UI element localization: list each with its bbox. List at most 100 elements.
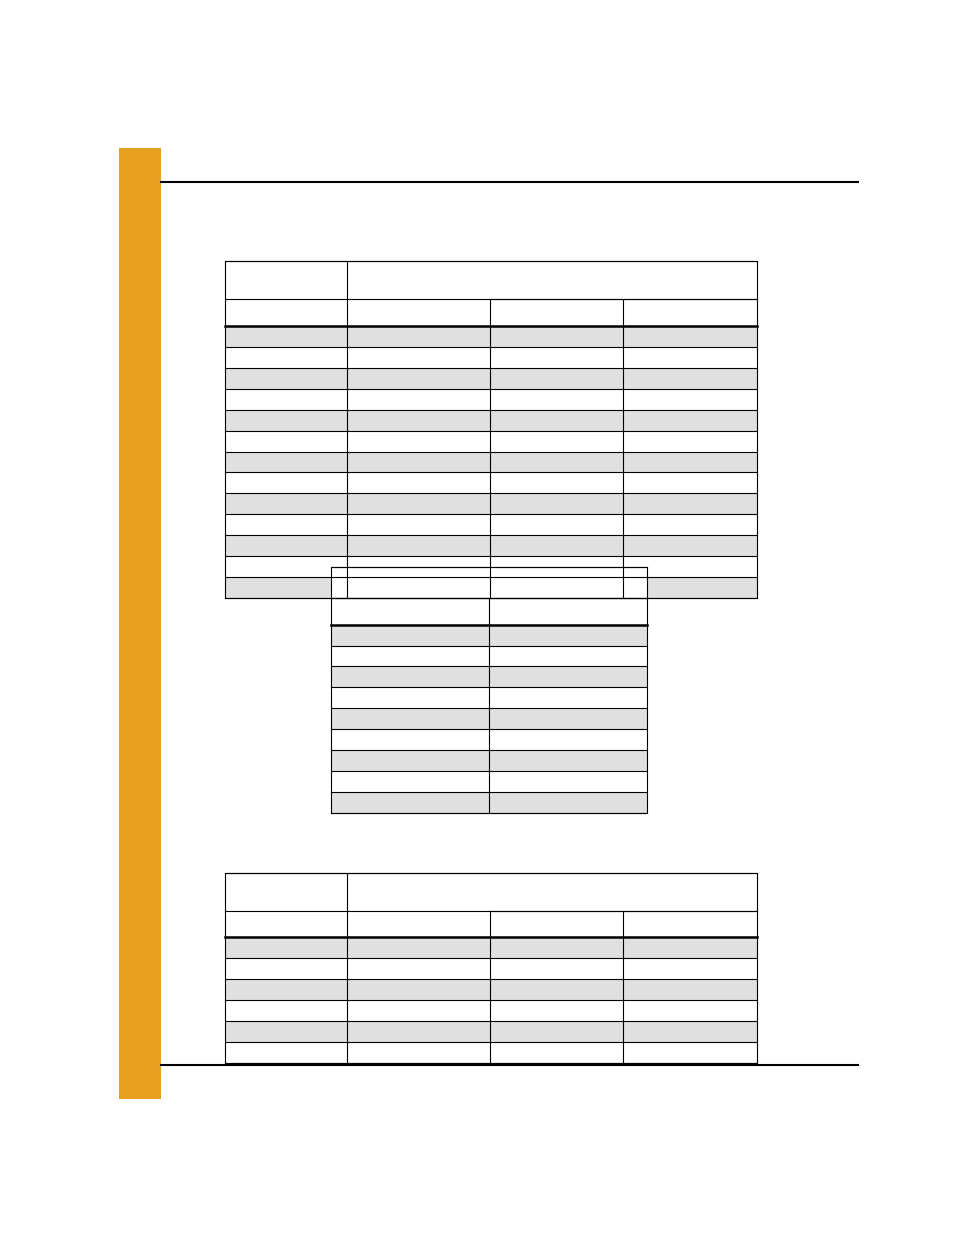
Bar xyxy=(347,347,490,368)
Bar xyxy=(623,577,756,598)
Bar xyxy=(347,1000,490,1021)
Bar xyxy=(225,535,347,556)
Bar xyxy=(225,979,347,1000)
Bar xyxy=(225,556,347,577)
Bar xyxy=(490,347,623,368)
Bar xyxy=(347,958,490,979)
Bar xyxy=(623,494,756,514)
Bar xyxy=(488,625,646,646)
Bar xyxy=(331,729,488,750)
Bar xyxy=(225,299,347,326)
Bar xyxy=(347,873,490,911)
Bar xyxy=(490,389,623,410)
Bar xyxy=(490,1042,623,1063)
Bar xyxy=(623,1021,756,1042)
Bar xyxy=(488,729,646,750)
Bar xyxy=(490,911,623,937)
Bar xyxy=(347,577,490,598)
Bar xyxy=(225,347,347,368)
Bar xyxy=(225,514,347,535)
Bar xyxy=(225,873,756,1063)
Bar xyxy=(225,473,347,494)
Bar xyxy=(225,1042,347,1063)
Bar xyxy=(623,431,756,452)
Bar xyxy=(347,299,490,326)
Bar xyxy=(347,431,490,452)
Bar xyxy=(331,598,488,625)
Bar xyxy=(331,771,488,792)
Bar xyxy=(490,431,623,452)
Bar xyxy=(347,452,490,473)
Bar xyxy=(623,473,756,494)
Bar xyxy=(347,410,490,431)
Bar xyxy=(225,1000,347,1021)
Bar xyxy=(347,494,490,514)
Bar xyxy=(225,452,347,473)
Bar xyxy=(490,1021,623,1042)
Bar xyxy=(490,326,623,347)
Bar xyxy=(347,1021,490,1042)
Bar xyxy=(331,625,488,646)
Bar xyxy=(623,326,756,347)
Bar xyxy=(490,937,623,958)
Bar xyxy=(225,410,347,431)
Bar xyxy=(347,473,490,494)
Bar xyxy=(488,709,646,729)
Bar xyxy=(331,792,488,813)
Bar xyxy=(347,262,490,299)
Bar xyxy=(347,389,490,410)
Bar xyxy=(347,911,490,937)
Bar xyxy=(490,873,756,911)
Bar xyxy=(347,368,490,389)
Bar xyxy=(490,473,623,494)
Bar xyxy=(347,535,490,556)
Bar xyxy=(623,958,756,979)
Bar xyxy=(331,667,488,688)
Bar xyxy=(488,688,646,709)
Bar xyxy=(225,937,347,958)
Bar xyxy=(623,299,756,326)
Bar xyxy=(225,494,347,514)
Bar xyxy=(225,958,347,979)
Bar xyxy=(623,911,756,937)
Bar xyxy=(225,368,347,389)
Bar xyxy=(488,646,646,667)
Bar xyxy=(225,431,347,452)
Bar xyxy=(225,262,756,598)
Bar xyxy=(623,937,756,958)
Bar xyxy=(490,368,623,389)
Bar xyxy=(225,873,347,911)
Bar xyxy=(490,535,623,556)
Bar xyxy=(490,494,623,514)
Bar xyxy=(488,771,646,792)
Bar xyxy=(490,410,623,431)
Bar xyxy=(623,1042,756,1063)
Bar xyxy=(623,368,756,389)
Bar xyxy=(347,326,490,347)
Bar xyxy=(623,979,756,1000)
Bar xyxy=(490,262,756,299)
Bar xyxy=(490,299,623,326)
Bar xyxy=(623,347,756,368)
Bar xyxy=(225,262,347,299)
Bar xyxy=(490,958,623,979)
Bar xyxy=(225,326,347,347)
Bar xyxy=(490,556,623,577)
Bar xyxy=(331,688,488,709)
Bar xyxy=(331,646,488,667)
Bar xyxy=(623,535,756,556)
Bar xyxy=(623,556,756,577)
Bar xyxy=(623,389,756,410)
Bar xyxy=(347,1042,490,1063)
Bar xyxy=(490,514,623,535)
Bar xyxy=(623,452,756,473)
Bar xyxy=(347,937,490,958)
Bar xyxy=(623,1000,756,1021)
Bar xyxy=(347,979,490,1000)
Bar xyxy=(119,148,160,1099)
Bar xyxy=(331,567,646,598)
Bar xyxy=(225,911,347,937)
Bar xyxy=(225,1021,347,1042)
Bar xyxy=(623,514,756,535)
Bar xyxy=(347,514,490,535)
